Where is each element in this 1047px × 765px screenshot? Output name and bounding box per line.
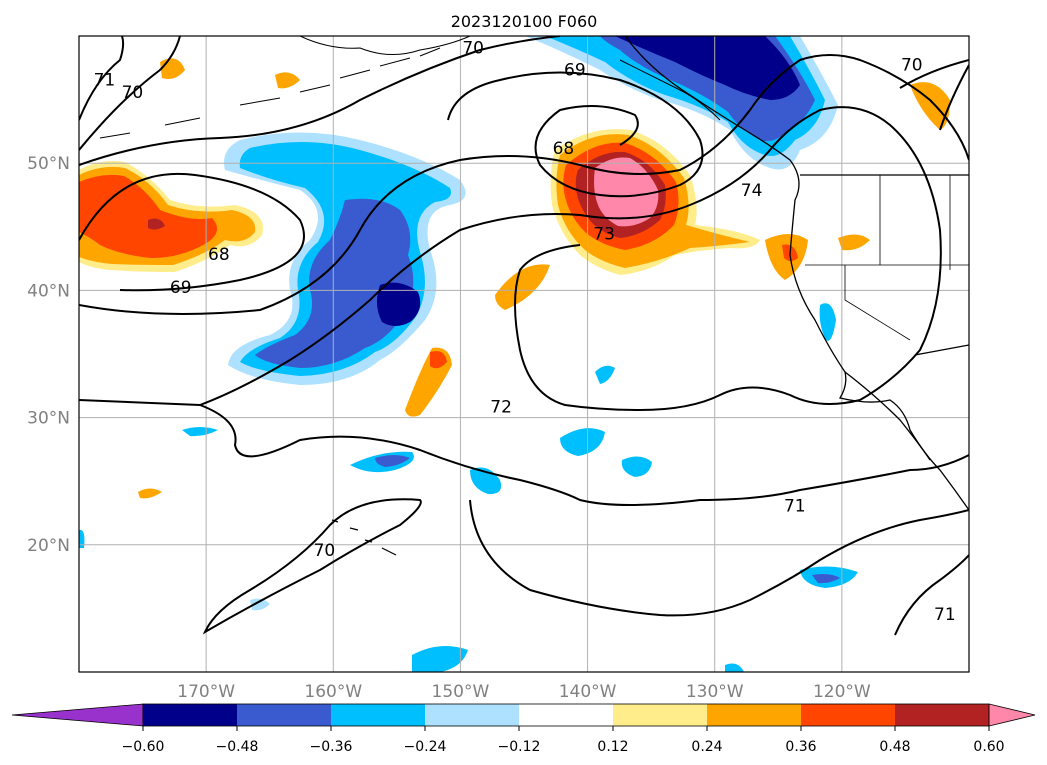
contour-line: [79, 399, 969, 506]
contour-label: 71: [784, 497, 806, 517]
contour-label: 71: [94, 71, 116, 91]
lat-tick-label: 50°N: [27, 154, 70, 174]
small-negative-patch: [182, 427, 218, 437]
small-negative-patch: [725, 663, 744, 672]
small-negative-patch: [250, 598, 270, 611]
contour-label: 72: [490, 397, 512, 417]
contour-line: [199, 106, 942, 412]
small-negative-patch: [560, 428, 605, 456]
lon-tick-label: 130°W: [686, 682, 744, 702]
us-mexico-border: [914, 344, 969, 356]
small-positive-patch: [838, 234, 870, 251]
contour-line: [79, 36, 125, 121]
lon-tick-label: 120°W: [813, 682, 871, 702]
longitude-labels: 170°W 160°W 150°W 140°W 130°W 120°W: [177, 682, 871, 702]
colorbar-tick-label: 0.48: [879, 739, 910, 755]
contour-label: 69: [564, 60, 586, 80]
positive-anomaly-fill: [79, 58, 950, 499]
latitude-labels: 50°N 40°N 30°N 20°N: [27, 154, 70, 556]
small-negative-patch: [621, 456, 652, 477]
height-contours: [79, 36, 969, 636]
colorbar-segment: [613, 704, 707, 726]
contour-label: 70: [901, 55, 923, 75]
contour-label: 71: [934, 605, 956, 625]
contour-label: 70: [462, 39, 484, 59]
grid-lines: [79, 36, 969, 672]
lon-tick-label: 150°W: [432, 682, 490, 702]
colorbar-outline: [142, 703, 990, 727]
colorbar-segment: [707, 704, 801, 726]
contour-label: 70: [122, 83, 144, 103]
small-positive-patch: [275, 72, 300, 89]
contour-line: [79, 54, 969, 315]
contour-label: 73: [593, 224, 615, 244]
lon-tick-label: 160°W: [304, 682, 362, 702]
colorbar-segment: [425, 704, 519, 726]
lon-tick-label: 170°W: [177, 682, 235, 702]
colorbar-segment: [237, 704, 331, 726]
small-positive-patch: [430, 351, 447, 369]
lat-tick-label: 30°N: [27, 409, 70, 429]
small-positive-patch: [495, 264, 550, 310]
colorbar-extend-low: [11, 703, 144, 727]
western-positive-darkred: [148, 218, 165, 230]
colorbar-segment: [519, 704, 613, 726]
small-negative-patch: [819, 303, 836, 341]
small-positive-patch: [910, 82, 950, 130]
small-negative-patch: [595, 365, 615, 384]
central-pacific-negative-mid: [255, 198, 414, 368]
lon-tick-label: 140°W: [559, 682, 617, 702]
map-content: 71 70 70 69 68 73 74 70 68 69 72 71 70 71: [79, 36, 969, 672]
contour-label: 68: [553, 139, 575, 159]
lat-tick-label: 20°N: [27, 536, 70, 556]
central-pacific-negative-deep: [376, 282, 421, 326]
contour-line: [469, 499, 969, 617]
colorbar-tick-label: −0.60: [122, 739, 165, 755]
colorbar-segment: [801, 704, 895, 726]
small-negative-patch: [812, 574, 840, 584]
alaska-coast-detail: [299, 36, 721, 121]
colorbar-tick-label: −0.24: [404, 739, 447, 755]
colorbar-segment: [331, 704, 425, 726]
contour-line: [939, 64, 969, 131]
baja-coastline: [844, 371, 931, 461]
small-negative-patch: [79, 529, 85, 548]
colorbar-tick-label: 0.24: [691, 739, 722, 755]
contour-line: [202, 498, 422, 635]
contour-label: 69: [170, 278, 192, 298]
figure-title: 2023120100 F060: [451, 12, 598, 31]
contour-label: 70: [314, 541, 336, 561]
small-negative-patch: [412, 646, 468, 672]
colorbar: −0.60 −0.48 −0.36 −0.24 −0.12 0.12 0.24 0.36 0.4…: [11, 703, 1036, 755]
colorbar-tick-label: 0.12: [597, 739, 628, 755]
colorbar-tick-label: 0.60: [973, 739, 1004, 755]
contour-labels: 71 70 70 69 68 73 74 70 68 69 72 71 70 71: [94, 39, 956, 625]
colorbar-tick-label: −0.48: [216, 739, 259, 755]
map-frame: [78, 35, 970, 673]
state-border: [844, 265, 911, 341]
negative-anomaly-fill: [79, 36, 858, 672]
colorbar-segment: [143, 704, 237, 726]
contour-label: 74: [741, 181, 763, 201]
contour-line: [79, 36, 561, 166]
contour-line: [447, 71, 704, 198]
colorbar-tick-label: −0.36: [310, 739, 353, 755]
colorbar-extend-high: [988, 703, 1036, 727]
contour-line: [79, 36, 181, 151]
contour-label: 68: [208, 245, 230, 265]
colorbar-segment: [895, 704, 989, 726]
small-negative-patch: [375, 455, 410, 467]
lat-tick-label: 40°N: [27, 281, 70, 301]
aleutian-islands: [99, 47, 441, 139]
small-positive-patch: [138, 488, 162, 499]
alaska-negative-deep: [615, 36, 800, 100]
colorbar-tick-label: −0.12: [498, 739, 541, 755]
map-background: [79, 36, 969, 672]
contour-line: [894, 554, 969, 636]
colorbar-tick-label: 0.36: [785, 739, 816, 755]
contour-line: [79, 172, 305, 292]
contour-line: [899, 59, 969, 89]
